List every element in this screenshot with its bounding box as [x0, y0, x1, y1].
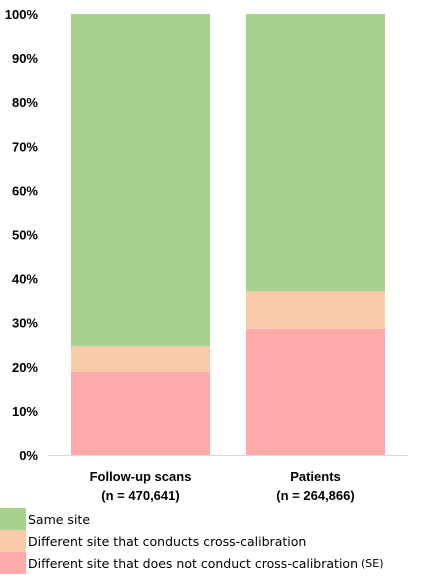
legend-item-different-site-cross-calibration: Different site that conducts cross-calib…	[0, 530, 432, 552]
legend-swatch	[0, 530, 26, 552]
y-tick-label: 60%	[12, 183, 38, 198]
x-tick-label: Patients	[290, 469, 341, 484]
y-tick-label: 100%	[5, 7, 39, 22]
bar-segment	[71, 371, 210, 455]
x-tick-label: (n = 264,866)	[276, 488, 354, 503]
y-tick-label: 30%	[12, 316, 38, 331]
y-tick-label: 80%	[12, 95, 38, 110]
legend: Same site Different site that conducts c…	[0, 508, 432, 574]
bar-segment	[246, 328, 385, 455]
x-tick-label: (n = 470,641)	[101, 488, 179, 503]
legend-label: Different site that conducts cross-calib…	[28, 533, 307, 549]
y-tick-label: 50%	[12, 228, 38, 243]
y-tick-label: 0%	[19, 448, 38, 463]
bar-segment	[71, 14, 210, 347]
bar-segment	[71, 346, 210, 372]
y-tick-label: 90%	[12, 51, 38, 66]
legend-label: Same site	[28, 511, 91, 527]
y-tick-label: 20%	[12, 360, 38, 375]
legend-label: Different site that does not conduct cro…	[28, 555, 358, 571]
legend-note: (SE)	[361, 556, 384, 570]
legend-item-different-site-no-cross-calibration: Different site that does not conduct cro…	[0, 552, 432, 574]
y-tick-label: 70%	[12, 139, 38, 154]
legend-swatch	[0, 508, 26, 530]
bar-segment	[246, 291, 385, 329]
bar-segment	[246, 14, 385, 292]
stacked-bar-chart: 0% 10% 20% 30% 40% 50% 60% 70% 80% 90% 100% Follow-…	[5, 7, 408, 503]
legend-swatch	[0, 552, 26, 574]
y-tick-label: 10%	[12, 404, 38, 419]
x-tick-label: Follow-up scans	[90, 469, 192, 484]
legend-item-same-site: Same site	[0, 508, 432, 530]
y-tick-label: 40%	[12, 272, 38, 287]
